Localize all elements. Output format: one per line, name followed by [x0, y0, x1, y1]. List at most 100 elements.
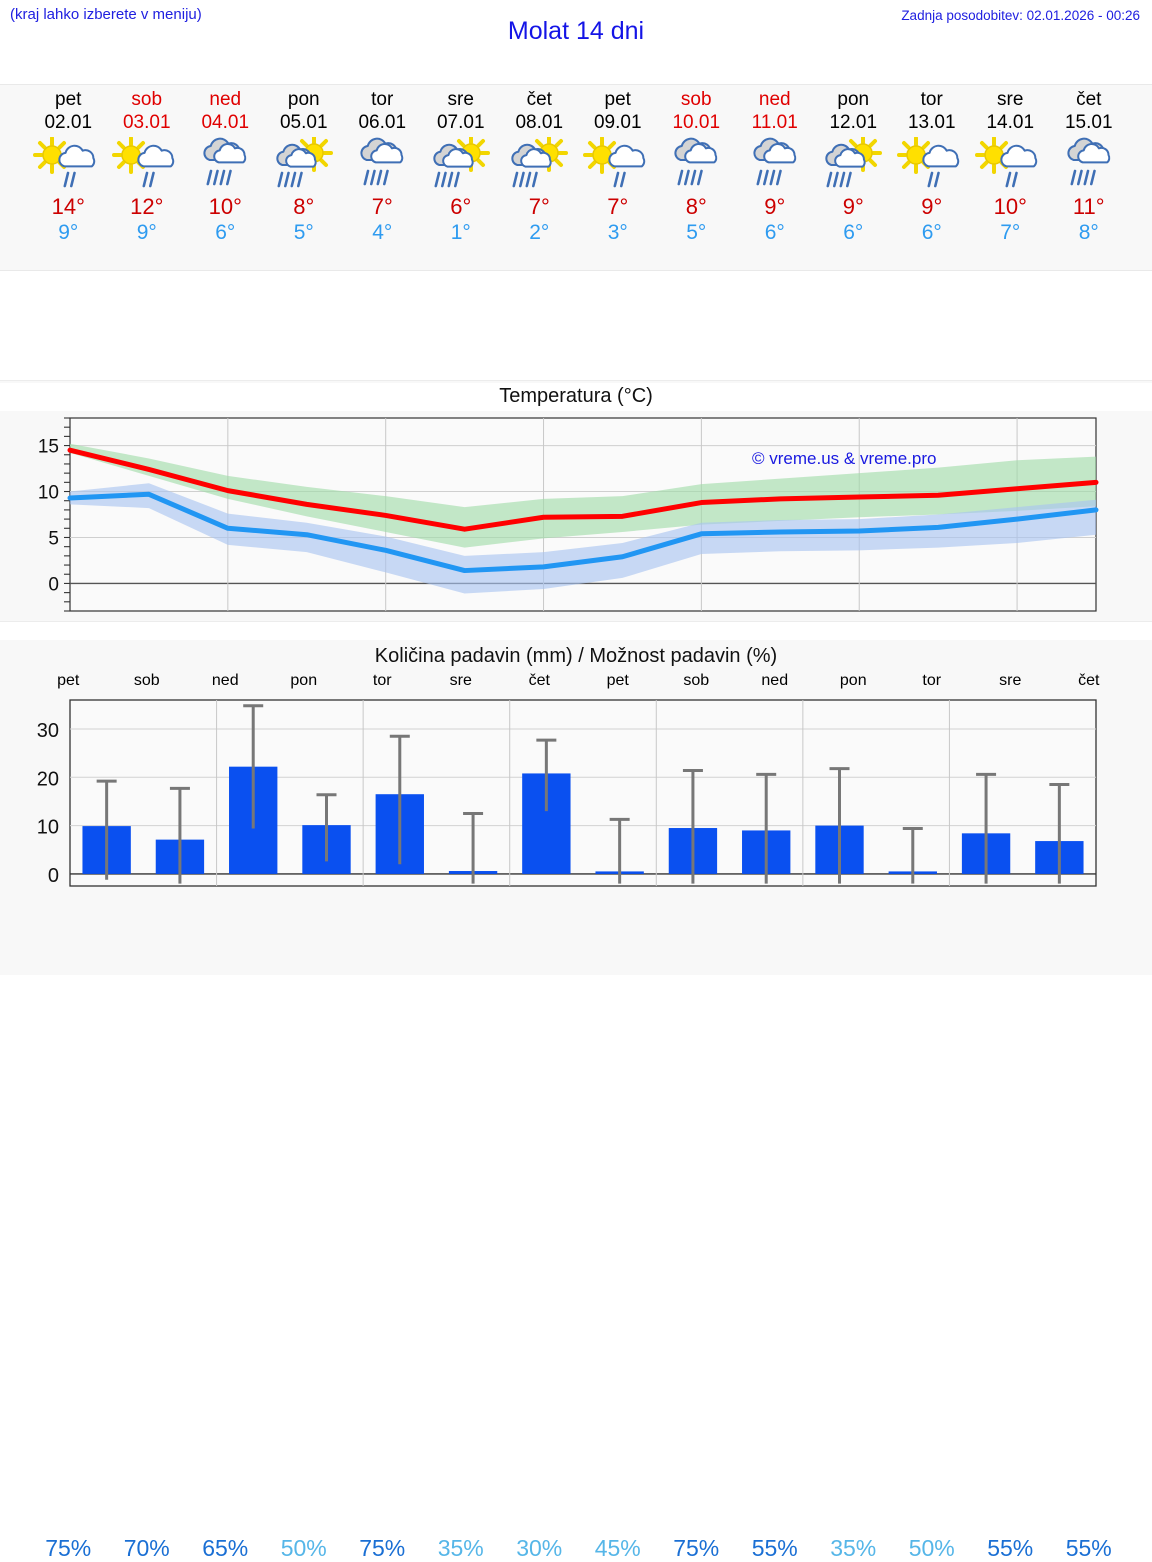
- precipitation-probability: 50%: [908, 1535, 955, 1561]
- precipitation-day-label: pet: [606, 672, 629, 689]
- temperature-min: 6°: [215, 221, 236, 244]
- forecast-day-cell[interactable]: sob 03.01 12° 9°: [108, 85, 187, 270]
- temperature-max: 8°: [293, 194, 315, 219]
- cloud-rain-icon: [189, 137, 261, 193]
- day-date: 03.01: [122, 112, 171, 133]
- day-date: 04.01: [201, 112, 250, 133]
- forecast-day-cell[interactable]: tor 13.01 9° 6°: [893, 85, 972, 270]
- day-name: ned: [758, 89, 791, 110]
- temperature-min: 7°: [1000, 221, 1021, 244]
- svg-text:0: 0: [48, 574, 59, 595]
- day-date: 11.01: [751, 112, 798, 133]
- svg-text:10: 10: [38, 483, 59, 504]
- weather-forecast-page: (kraj lahko izberete v meniju) Molat 14 …: [0, 6, 1152, 1561]
- forecast-day-cell[interactable]: ned 11.01 9° 6°: [736, 85, 815, 270]
- day-name: tor: [371, 89, 394, 110]
- forecast-day-cell[interactable]: ned 04.01 10° 6°: [186, 85, 265, 270]
- precipitation-day-labels: pet sob ned pon tor sre čet pet sob ned pon tor sre č…: [0, 672, 1152, 690]
- forecast-day-cell[interactable]: sob 10.01 8° 5°: [657, 85, 736, 270]
- precipitation-day-label: tor: [372, 672, 392, 689]
- sun-cloud-rain-right-icon: [32, 137, 104, 193]
- temperature-min: 3°: [607, 221, 628, 244]
- precipitation-chart-plot: 0 10 20 30: [37, 699, 1097, 887]
- precipitation-probability: 50%: [280, 1535, 327, 1561]
- day-name: sob: [680, 89, 712, 110]
- temperature-max: 10°: [993, 194, 1027, 219]
- temperature-min: 5°: [686, 221, 707, 244]
- precipitation-probability: 75%: [45, 1535, 92, 1561]
- day-date: 02.01: [44, 112, 93, 133]
- day-date: 10.01: [672, 112, 721, 133]
- sun-cloud-rain-right-icon: [111, 137, 183, 193]
- forecast-strip: pet 02.01 14° 9° sob 03.01 12° 9° ned 04.01 10° 6° p…: [0, 84, 1152, 271]
- precipitation-day-label: tor: [922, 672, 942, 689]
- temperature-min: 6°: [764, 221, 785, 244]
- day-name: sre: [997, 89, 1024, 110]
- day-name: čet: [526, 89, 552, 110]
- sun-cloud-rain-right-icon: [896, 137, 968, 193]
- cloud-rain-icon: [739, 137, 811, 193]
- precipitation-day-label: pon: [839, 672, 867, 689]
- day-date: 15.01: [1064, 112, 1113, 133]
- precipitation-day-label: sre: [999, 672, 1022, 689]
- day-name: sob: [131, 89, 163, 110]
- temperature-max: 12°: [130, 194, 164, 219]
- forecast-day-cell[interactable]: čet 08.01 7° 2°: [500, 85, 579, 270]
- temperature-max: 8°: [685, 194, 707, 219]
- precipitation-probability: 70%: [123, 1535, 170, 1561]
- temperature-min: 2°: [529, 221, 550, 244]
- precipitation-day-label: pet: [57, 672, 80, 689]
- menu-hint-text: (kraj lahko izberete v meniju): [10, 6, 202, 23]
- precipitation-probability: 35%: [830, 1535, 877, 1561]
- day-name: pet: [604, 89, 631, 110]
- sun-cloud-rain-left-icon: [503, 137, 575, 193]
- watermark-text: © vreme.us & vreme.pro: [752, 449, 936, 468]
- forecast-day-cell[interactable]: pet 02.01 14° 9°: [29, 85, 108, 270]
- svg-text:0: 0: [48, 865, 59, 887]
- precipitation-day-label: čet: [528, 672, 550, 689]
- svg-text:20: 20: [37, 768, 59, 790]
- day-date: 09.01: [593, 112, 642, 133]
- precipitation-day-label: čet: [1078, 672, 1100, 689]
- forecast-day-cell[interactable]: sre 14.01 10° 7°: [971, 85, 1050, 270]
- temperature-min: 9°: [58, 221, 79, 244]
- precipitation-chart-title: Količina padavin (mm) / Možnost padavin …: [374, 645, 778, 667]
- cloud-rain-icon: [1053, 137, 1125, 193]
- temperature-max: 7°: [528, 194, 550, 219]
- temperature-max: 7°: [607, 194, 629, 219]
- precipitation-probability: 45%: [594, 1535, 641, 1561]
- forecast-day-cell[interactable]: tor 06.01 7° 4°: [343, 85, 422, 270]
- day-name: pet: [55, 89, 82, 110]
- precipitation-probability: 55%: [751, 1535, 798, 1561]
- temperature-max: 9°: [921, 194, 943, 219]
- precipitation-probability: 30%: [516, 1535, 563, 1561]
- temperature-min: 5°: [293, 221, 314, 244]
- forecast-day-cell[interactable]: pon 05.01 8° 5°: [265, 85, 344, 270]
- temperature-max: 9°: [842, 194, 864, 219]
- svg-text:30: 30: [37, 720, 59, 742]
- day-name: pon: [837, 89, 870, 110]
- precipitation-probability: 55%: [1065, 1535, 1112, 1561]
- cloud-rain-icon: [660, 137, 732, 193]
- day-date: 12.01: [829, 112, 878, 133]
- precipitation-day-label: sre: [449, 672, 472, 689]
- sun-cloud-rain-left-icon: [425, 137, 497, 193]
- forecast-day-cell[interactable]: pet 09.01 7° 3°: [579, 85, 658, 270]
- temperature-min: 8°: [1078, 221, 1099, 244]
- forecast-day-cell[interactable]: čet 15.01 11° 8°: [1050, 85, 1129, 270]
- temperature-chart-title: Temperatura (°C): [0, 383, 1152, 411]
- forecast-days-row: pet 02.01 14° 9° sob 03.01 12° 9° ned 04.01 10° 6° p…: [0, 85, 1152, 270]
- forecast-day-cell[interactable]: sre 07.01 6° 1°: [422, 85, 501, 270]
- page-title: Molat 14 dni: [507, 17, 645, 45]
- precipitation-probability: 75%: [673, 1535, 720, 1561]
- precipitation-probability-row: 75% 70% 65% 50% 75% 35% 30% 45% 75% 55% 35% 50% 55% 5…: [0, 1535, 1152, 1562]
- day-date: 06.01: [358, 112, 407, 133]
- precipitation-day-label: sob: [133, 672, 160, 689]
- precipitation-probability: 35%: [437, 1535, 484, 1561]
- day-name: pon: [287, 89, 320, 110]
- cloud-rain-icon: [346, 137, 418, 193]
- precipitation-day-label: ned: [761, 672, 789, 689]
- temperature-chart: Temperatura (°C) 0 5 10 15 © vreme.us & vrem…: [0, 380, 1152, 622]
- precipitation-day-label: pon: [290, 672, 318, 689]
- forecast-day-cell[interactable]: pon 12.01 9° 6°: [814, 85, 893, 270]
